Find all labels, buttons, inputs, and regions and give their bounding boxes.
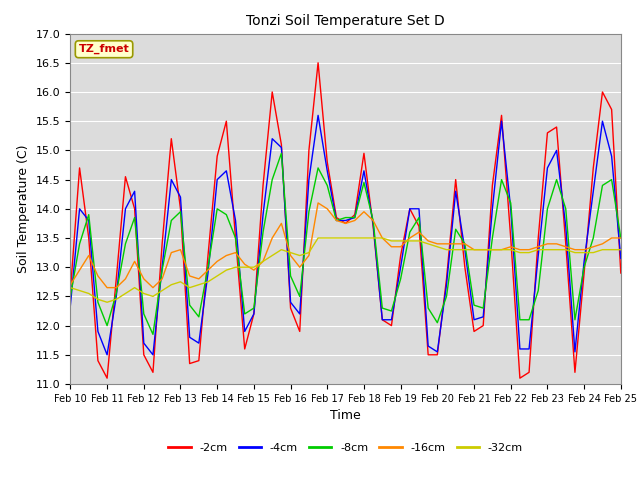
Title: Tonzi Soil Temperature Set D: Tonzi Soil Temperature Set D xyxy=(246,14,445,28)
Text: TZ_fmet: TZ_fmet xyxy=(79,44,129,54)
Y-axis label: Soil Temperature (C): Soil Temperature (C) xyxy=(17,144,30,273)
X-axis label: Time: Time xyxy=(330,409,361,422)
Legend: -2cm, -4cm, -8cm, -16cm, -32cm: -2cm, -4cm, -8cm, -16cm, -32cm xyxy=(164,439,527,457)
